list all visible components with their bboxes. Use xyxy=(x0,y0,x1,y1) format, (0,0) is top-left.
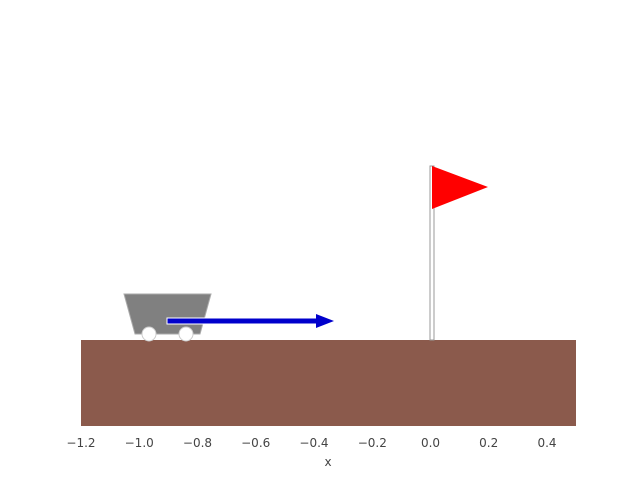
x-tick-label: −0.8 xyxy=(183,436,212,450)
force-arrow xyxy=(166,314,334,328)
cart-wheel-left xyxy=(141,326,157,342)
x-tick-label: −0.2 xyxy=(358,436,387,450)
x-tick-label: −1.2 xyxy=(66,436,95,450)
x-tick-label: −1.0 xyxy=(125,436,154,450)
ground xyxy=(81,340,576,426)
cart-body xyxy=(123,293,212,335)
flag-icon xyxy=(432,166,488,209)
x-tick-label: 0.4 xyxy=(537,436,556,450)
x-tick-label: 0.2 xyxy=(479,436,498,450)
x-axis-label: x xyxy=(324,455,331,469)
x-axis-ticks: −1.2 −1.0 −0.8 −0.6 −0.4 −0.2 0.0 0.2 0.4 xyxy=(66,436,556,450)
x-tick-label: −0.4 xyxy=(299,436,328,450)
force-arrow-shaft xyxy=(166,317,318,325)
x-tick-label: 0.0 xyxy=(421,436,440,450)
force-arrow-head xyxy=(316,314,334,328)
goal-flag xyxy=(429,165,488,341)
x-tick-label: −0.6 xyxy=(241,436,270,450)
cart-wheel-right xyxy=(178,326,194,342)
